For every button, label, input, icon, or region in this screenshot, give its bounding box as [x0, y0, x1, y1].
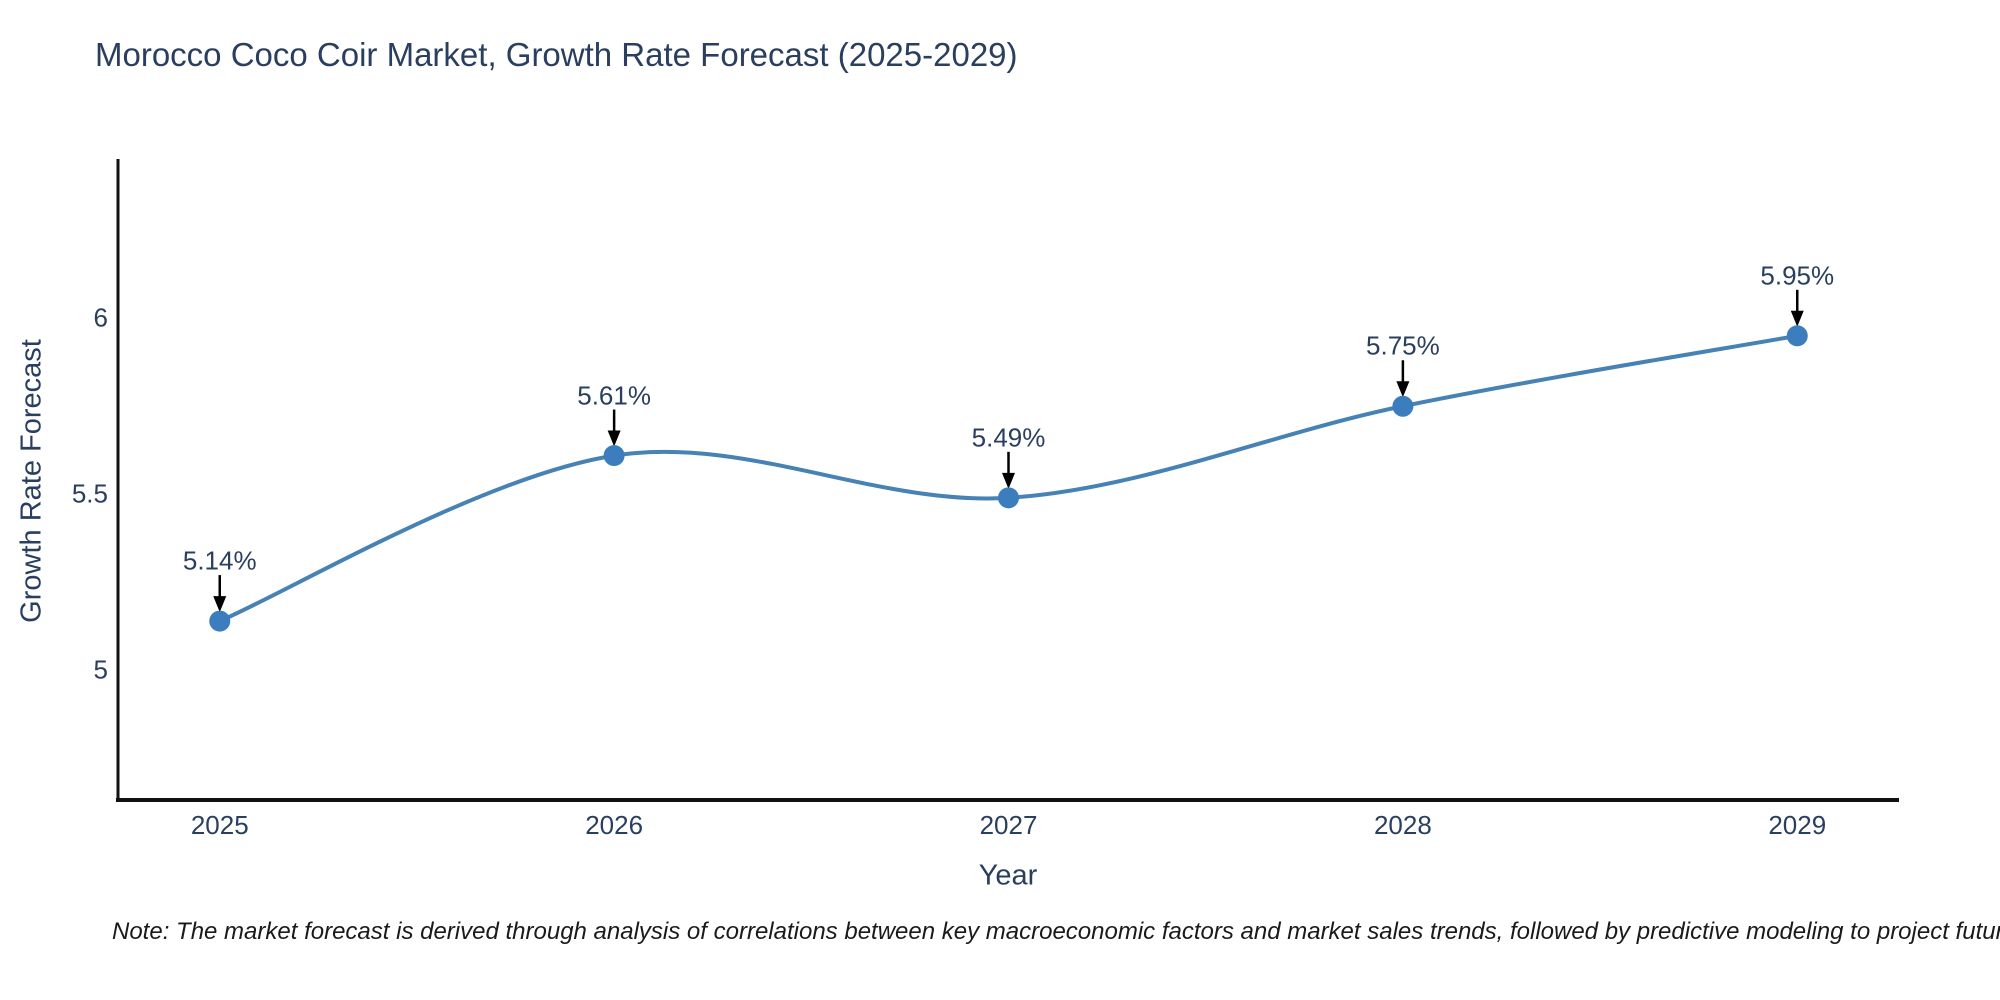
y-axis-title: Growth Rate Forecast	[15, 339, 48, 623]
x-axis-title: Year	[978, 859, 1038, 892]
chart-footnote: Note: The market forecast is derived thr…	[112, 918, 2000, 945]
annotation-arrow-head	[1002, 472, 1015, 489]
x-tick-label: 2026	[585, 810, 644, 840]
x-tick-label: 2025	[190, 810, 249, 840]
annotation-arrow-head	[607, 430, 621, 447]
point-annotation: 5.49%	[971, 422, 1046, 453]
y-tick-label: 5.5	[71, 478, 108, 509]
point-annotation: 5.95%	[1760, 260, 1835, 291]
data-point-marker	[209, 610, 231, 632]
y-tick-label: 5	[93, 654, 108, 685]
point-annotation: 5.75%	[1366, 330, 1440, 361]
x-tick-label: 2027	[979, 810, 1038, 840]
annotation-arrow-head	[1396, 381, 1410, 398]
x-tick-label: 2028	[1373, 810, 1432, 840]
point-annotation: 5.61%	[577, 380, 651, 411]
y-tick-label: 6	[93, 302, 108, 333]
data-point-marker	[603, 445, 625, 467]
x-tick-label: 2029	[1768, 810, 1827, 840]
chart-title: Morocco Coco Coir Market, Growth Rate Fo…	[95, 36, 1018, 73]
annotation-arrow-head	[1790, 310, 1804, 327]
data-point-marker	[1392, 395, 1414, 417]
data-point-marker	[998, 487, 1019, 509]
annotation-arrow-head	[213, 596, 227, 613]
data-point-marker	[1786, 325, 1808, 347]
point-annotation: 5.14%	[182, 545, 257, 576]
